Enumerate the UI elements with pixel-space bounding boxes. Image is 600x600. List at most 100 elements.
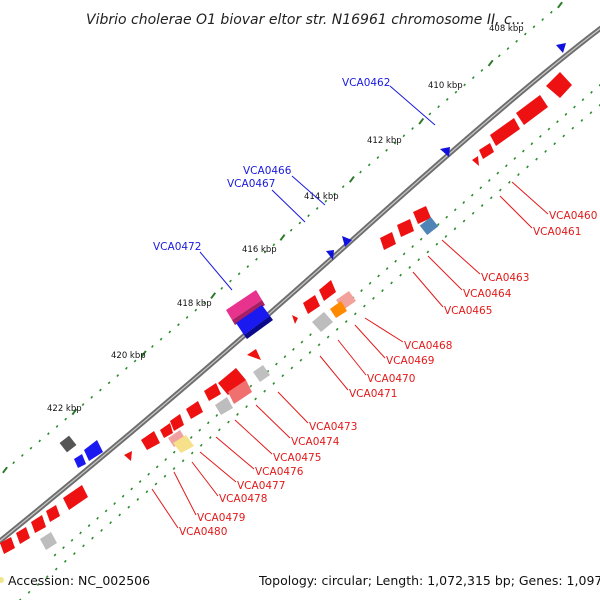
gene-labels-reverse: VCA0460 VCA0461 VCA0463 VCA0464 VCA0465 … xyxy=(179,210,597,538)
tick-dot-2-53 xyxy=(498,188,502,192)
tick-dot-0-56 xyxy=(487,59,494,67)
label-vca0466[interactable]: VCA0466 xyxy=(243,165,292,177)
tick-dot-0-3 xyxy=(29,446,33,450)
gene-vca0460-a[interactable] xyxy=(546,72,572,98)
gene-block-gray-dark[interactable] xyxy=(59,435,77,453)
gene-vca0464[interactable] xyxy=(380,232,396,250)
gene-vca0478[interactable] xyxy=(170,414,184,431)
gene-red-ll-2[interactable] xyxy=(46,505,60,522)
gene-red-ll-5[interactable] xyxy=(0,537,15,554)
label-vca0462[interactable]: VCA0462 xyxy=(342,77,390,89)
gene-vca0461-c[interactable] xyxy=(472,156,479,166)
gene-vca0463-b[interactable] xyxy=(397,219,414,237)
gene-vca0475[interactable] xyxy=(228,380,252,404)
gene-arrow-blue-1[interactable] xyxy=(84,440,103,461)
label-vca0476[interactable]: VCA0476 xyxy=(255,466,304,478)
gene-vca0461[interactable] xyxy=(490,118,520,146)
gene-vca0477[interactable] xyxy=(186,401,203,419)
label-vca0470[interactable]: VCA0470 xyxy=(367,373,415,385)
gene-vca0478-b[interactable] xyxy=(160,423,173,438)
connector-vca0475 xyxy=(234,419,273,455)
label-vca0471[interactable]: VCA0471 xyxy=(349,388,397,400)
gene-red-ll-4[interactable] xyxy=(16,527,30,544)
tick-dot-0-39 xyxy=(341,185,345,189)
label-vca0464[interactable]: VCA0464 xyxy=(463,288,512,300)
label-vca0465[interactable]: VCA0465 xyxy=(444,305,492,317)
gene-arrow-blue-2[interactable] xyxy=(74,454,86,468)
gene-arrow-vca0467b[interactable] xyxy=(326,250,334,260)
label-vca0480[interactable]: VCA0480 xyxy=(179,526,227,538)
tick-dot-0-7 xyxy=(64,417,68,421)
label-vca0477[interactable]: VCA0477 xyxy=(237,480,285,492)
gene-vca0480-b[interactable] xyxy=(124,451,132,461)
tick-label-420: 420 kbp xyxy=(111,351,146,361)
tick-dot-1-1 xyxy=(62,546,65,550)
tick-dot-0-58 xyxy=(506,47,510,51)
tick-dot-2-35 xyxy=(335,327,339,331)
label-vca0474[interactable]: VCA0474 xyxy=(291,436,340,448)
tick-dot-0-14 xyxy=(125,366,128,370)
label-vca0478[interactable]: VCA0478 xyxy=(219,493,267,505)
gene-vca0479-pink[interactable] xyxy=(168,430,186,447)
label-vca0460[interactable]: VCA0460 xyxy=(549,210,597,222)
label-vca0473[interactable]: VCA0473 xyxy=(309,421,357,433)
tick-dot-2-8 xyxy=(91,536,94,540)
tick-dot-0-18 xyxy=(159,337,163,341)
tick-dot-0-60 xyxy=(523,32,527,36)
tick-dot-2-5 xyxy=(63,559,67,563)
tick-dot-2-46 xyxy=(435,242,439,246)
label-vca0469[interactable]: VCA0469 xyxy=(386,355,434,367)
gene-vca0476[interactable] xyxy=(215,397,233,415)
gene-vca0473[interactable] xyxy=(247,349,261,360)
tick-dot-1-18 xyxy=(206,421,210,425)
gene-vca0461-b[interactable] xyxy=(479,143,494,159)
tick-dot-2-30 xyxy=(290,366,294,370)
label-vca0461[interactable]: VCA0461 xyxy=(533,226,581,238)
gene-vca0470-orange[interactable] xyxy=(330,301,347,318)
gene-vca0463[interactable] xyxy=(413,206,431,224)
gene-vca0465[interactable] xyxy=(419,216,439,236)
label-vca0479[interactable]: VCA0479 xyxy=(197,512,245,524)
connector-vca0464 xyxy=(427,255,463,291)
connector-vca0468 xyxy=(364,317,404,343)
gene-vca0473-b[interactable] xyxy=(218,368,246,395)
gene-vca0460-b[interactable] xyxy=(516,95,548,125)
gene-arrow-vca0462[interactable] xyxy=(556,43,566,53)
tick-dot-1-52 xyxy=(496,171,500,175)
gene-labels-forward: VCA0462 VCA0466 VCA0467 VCA0472 xyxy=(153,77,390,253)
connector-vca0473 xyxy=(277,391,309,424)
label-vca0467[interactable]: VCA0467 xyxy=(227,178,275,190)
tick-dot-1-37 xyxy=(368,281,372,285)
tick-dot-2-43 xyxy=(408,265,412,269)
tick-dot-2-50 xyxy=(471,211,475,215)
label-vca0468[interactable]: VCA0468 xyxy=(404,340,452,352)
gene-gray-ll[interactable] xyxy=(40,532,57,550)
tick-dot-0-11 xyxy=(99,388,102,392)
gene-vca0468[interactable] xyxy=(319,280,336,301)
tick-dot-0-28 xyxy=(246,265,250,269)
gene-red-ll-3[interactable] xyxy=(31,515,46,533)
label-vca0475[interactable]: VCA0475 xyxy=(273,452,321,464)
gene-vca0471-b[interactable] xyxy=(292,315,298,324)
gene-vca0480[interactable] xyxy=(141,431,160,450)
gene-arrow-vca0467[interactable] xyxy=(342,236,352,247)
tick-dot-0-30 xyxy=(263,250,267,254)
gene-vca0471[interactable] xyxy=(312,312,333,332)
gene-vca0474-gray[interactable] xyxy=(253,365,270,382)
tick-dot-2-20 xyxy=(199,443,203,447)
label-vca0472[interactable]: VCA0472 xyxy=(153,241,201,253)
gene-arrow-vca0466[interactable] xyxy=(440,147,450,157)
gene-vca0472-bottom[interactable] xyxy=(236,305,270,335)
label-vca0463[interactable]: VCA0463 xyxy=(481,272,529,284)
tick-dot-1-7 xyxy=(113,502,116,506)
gene-red-ll-1[interactable] xyxy=(63,485,88,510)
gene-vca0479[interactable] xyxy=(173,435,194,453)
connector-vca0469 xyxy=(354,324,386,359)
tick-dot-1-8 xyxy=(121,494,125,498)
tick-dot-2-11 xyxy=(118,513,122,517)
gene-vca0474[interactable] xyxy=(204,383,221,401)
tick-dot-2-27 xyxy=(263,389,267,393)
gene-vca0469[interactable] xyxy=(303,295,320,314)
gene-vca0472-top[interactable] xyxy=(226,290,262,320)
